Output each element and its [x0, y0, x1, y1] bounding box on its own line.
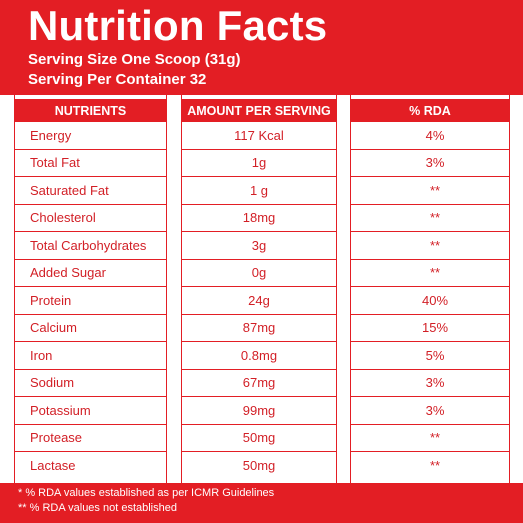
amount-cell: 50mg	[181, 425, 337, 452]
rda-cell: 40%	[350, 287, 510, 315]
footnote-icmr: * % RDA values established as per ICMR G…	[18, 487, 275, 499]
nutrient-cell: Added Sugar	[14, 260, 167, 287]
column-frame	[181, 95, 337, 483]
nutrition-table: NUTRIENTS Energy Total Fat Saturated Fat Ch…	[0, 95, 523, 483]
amount-cell: 117 Kcal	[181, 122, 337, 150]
amount-cell: 99mg	[181, 397, 337, 425]
rda-header: % RDA	[350, 99, 510, 122]
rda-cell: 3%	[350, 370, 510, 397]
rda-cell: **	[350, 425, 510, 452]
footnote-not-established: ** % RDA values not established	[18, 502, 177, 514]
rda-cell: **	[350, 177, 510, 205]
nutrient-cell: Saturated Fat	[14, 177, 167, 205]
rda-cell: **	[350, 205, 510, 232]
amount-cell: 0g	[181, 260, 337, 287]
nutrients-header: NUTRIENTS	[14, 99, 167, 122]
footnotes: * % RDA values established as per ICMR G…	[0, 483, 523, 523]
label-header: Nutrition Facts Serving Size One Scoop (…	[0, 0, 523, 95]
page-title: Nutrition Facts	[28, 2, 328, 49]
rda-column: % RDA 4% 3% ** ** ** ** 40% 15% 5% 3% 3% ** **	[350, 95, 510, 483]
amount-header: AMOUNT PER SERVING	[181, 99, 337, 122]
nutrient-cell: Cholesterol	[14, 205, 167, 232]
column-frame	[350, 95, 510, 483]
amount-cell: 3g	[181, 232, 337, 260]
nutrient-cell: Energy	[14, 122, 167, 150]
amount-cell: 67mg	[181, 370, 337, 397]
nutrient-cell: Calcium	[14, 315, 167, 342]
rda-cell: 5%	[350, 342, 510, 370]
amount-cell: 1 g	[181, 177, 337, 205]
nutrient-cell: Protease	[14, 425, 167, 452]
rda-cell: **	[350, 232, 510, 260]
rda-cell: 3%	[350, 397, 510, 425]
amount-column: AMOUNT PER SERVING 117 Kcal 1g 1 g 18mg 3g 0g…	[181, 95, 337, 483]
nutrient-cell: Total Carbohydrates	[14, 232, 167, 260]
amount-cell: 24g	[181, 287, 337, 315]
amount-cell: 50mg	[242, 458, 276, 474]
rda-cell: **	[429, 458, 441, 474]
rda-cell: 4%	[350, 122, 510, 150]
rda-cell: 15%	[350, 315, 510, 342]
nutrient-cell: Lactase	[30, 458, 76, 474]
nutrient-cell: Iron	[14, 342, 167, 370]
amount-cell: 18mg	[181, 205, 337, 232]
nutrient-cell: Potassium	[14, 397, 167, 425]
serving-size: Serving Size One Scoop (31g)	[28, 51, 241, 68]
nutrient-cell: Total Fat	[14, 150, 167, 177]
rda-cell: 3%	[350, 150, 510, 177]
rda-cell: **	[350, 260, 510, 287]
servings-per-container: Serving Per Container 32	[28, 71, 207, 88]
amount-cell: 0.8mg	[181, 342, 337, 370]
nutrients-column: NUTRIENTS Energy Total Fat Saturated Fat Ch…	[14, 95, 167, 483]
nutrient-cell: Sodium	[14, 370, 167, 397]
amount-cell: 87mg	[181, 315, 337, 342]
amount-cell: 1g	[181, 150, 337, 177]
column-frame	[14, 95, 167, 483]
nutrient-cell: Protein	[14, 287, 167, 315]
